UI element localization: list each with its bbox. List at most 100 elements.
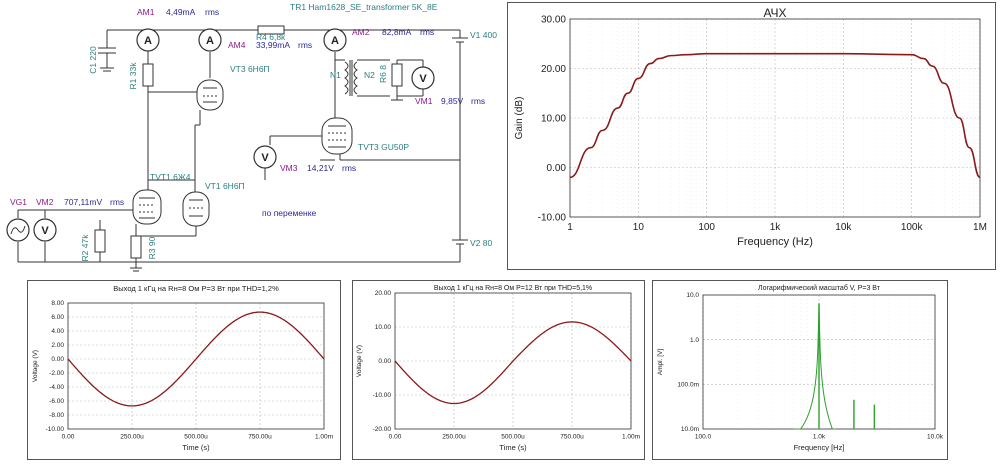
ammeter-am1-icon [136,28,160,52]
x-tick-label: 100.0 [695,434,712,441]
x-tick-label: 100 [698,222,715,233]
label-vg1: VG1 [10,197,27,207]
x-tick-label: 500.00u [501,434,525,441]
y-axis-label: Voltage (V) [356,345,363,377]
label-am1-unit: rms [205,7,219,17]
x-tick-label: 500.00u [184,434,208,441]
label-vm2-unit: rms [110,197,124,207]
y-tick-label: -6.00 [49,398,64,405]
y-tick-label: 30.00 [541,14,566,25]
x-axis-label: Time (s) [182,443,210,452]
label-am1-value: 4,49mA [166,7,196,17]
x-tick-label: 100k [901,222,924,233]
y-tick-label: -10.00 [373,392,392,399]
y-tick-label: 8.00 [51,300,64,307]
x-tick-label: 0.00 [389,434,402,441]
y-tick-label: -10.00 [538,212,567,223]
series-line [569,52,981,179]
x-tick-label: 10 [633,222,645,233]
spectrum-skirt [793,303,836,430]
label-vm2-value: 707,11mV [64,197,102,207]
y-tick-label: 0.00 [547,163,567,174]
y-tick-label: 0.00 [378,358,391,365]
label-r6: R6 8 [378,65,388,83]
voltmeter-vm3-icon [253,145,277,169]
y-tick-label: 10.00 [541,113,566,124]
label-tvt3: TVT3 GU50P [358,142,409,152]
y-tick-label: -8.00 [49,412,64,419]
y-tick-label: -2.00 [49,370,64,377]
label-vm2: VM2 [36,197,54,207]
x-tick-label: 1.00m [622,434,640,441]
label-note: по переменке [262,208,317,218]
x-tick-label: 1.00m [315,434,333,441]
svg-text:A: A [331,35,339,47]
label-vt3: VT3 6Н6П [230,64,270,74]
x-tick-label: 1 [567,222,573,233]
svg-text:V: V [261,152,269,164]
x-axis-label: Time (s) [499,443,527,452]
x-tick-label: 10k [835,222,852,233]
x-tick-label: 750.00u [248,434,272,441]
chart-panel-frequency-response: 1 10 100 1k 10k 100k 1M -10.00 0.00 10.00 20.00 30.… [507,2,996,270]
voltmeter-vm1-icon [411,66,435,90]
chart-title: АЧХ [763,6,786,20]
label-am2: AM2 [352,27,370,37]
label-v2: V2 80 [470,238,492,248]
label-vm3-value: 14,21V [307,163,334,173]
label-vm1: VM1 [415,96,433,106]
y-tick-label: 2.00 [51,342,64,349]
plot-frame [569,18,981,218]
plot-frame [67,302,325,430]
svg-text:A: A [144,35,152,47]
chart-panel-output-3w: 0.00 250.00u 500.00u 750.00u 1.00m -10.00 -8.0… [27,280,341,460]
y-axis-label: Voltage (V) [32,350,39,382]
series-line [67,311,325,407]
y-axis-label: Gain (dB) [514,97,525,140]
chart-panel-output-12w: 0.00 250.00u 500.00u 750.00u 1.00m -20.00 -10.… [352,280,645,460]
chart-title: Выход 1 кГц на Rн=8 Ом P=12 Вт при THD=5… [434,285,592,292]
y-tick-label: -20.00 [373,426,392,433]
chart-title: Логарифмический масштаб V, P=3 Вт [758,284,881,292]
y-tick-label: 10.00 [375,324,392,331]
label-vt1: VT1 6Н6П [205,181,245,191]
x-tick-label: 1k [770,222,782,233]
x-tick-label: 10.0k [927,434,944,441]
y-tick-label: 10.0 [686,292,699,299]
label-r2: R2 47k [80,234,90,262]
label-n1: N1 [330,70,341,80]
label-am4-unit: rms [298,40,312,50]
y-tick-label: 20.00 [541,64,566,75]
label-v1: V1 400 [470,30,497,40]
label-vm1-value: 9,85V [441,96,464,106]
y-tick-label: -4.00 [49,384,64,391]
svg-text:V: V [41,225,49,237]
x-tick-label: 1M [973,222,987,233]
svg-text:A: A [206,35,214,47]
label-am2-unit: rms [420,27,434,37]
label-tr1: TR1 Ham1628_SE_transformer 5K_8E [290,2,438,12]
label-am4-value: 33,99mA [256,40,290,50]
y-tick-label: 6.00 [51,314,64,321]
y-tick-label: 10.0m [681,426,699,433]
label-r3: R3 90 [147,236,157,259]
label-am1: AM1 [137,7,155,17]
circuit-schematic: A A A V V V C1 220 AM1 4,49mA rms R4 6,8… [6,2,497,272]
label-n2: N2 [364,70,375,80]
label-c1: C1 220 [88,46,98,74]
label-tvt1: TVT1 6Ж4 [150,172,191,182]
label-am4: AM4 [228,40,246,50]
series-line [394,321,632,405]
ammeter-am2-icon [323,28,347,52]
x-axis-label: Frequency [Hz] [794,443,845,452]
chart-title: Выход 1 кГц на Rн=8 Ом P=3 Вт при THD=1,… [113,284,279,293]
label-am2-value: 82,8mA [382,27,412,37]
chart-panel-spectrum: 100.0 1.0k 10.0k 10.0m 100.0m 1.0 10.0 Логарифм… [652,280,948,460]
y-tick-label: 20.00 [375,290,392,297]
label-r1: R1 33k [128,62,138,90]
voltmeter-vm2-icon [33,218,57,242]
y-tick-label: 4.00 [51,328,64,335]
x-tick-label: 250.00u [120,434,144,441]
y-tick-label: 1.0 [690,337,699,344]
x-tick-label: 250.00u [442,434,466,441]
